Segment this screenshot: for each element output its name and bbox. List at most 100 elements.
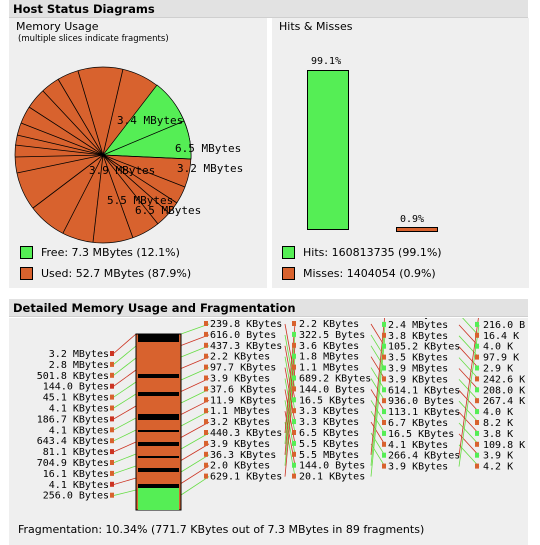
col3-label: 20.1 KBytes <box>299 472 365 483</box>
col3-marker <box>292 473 296 479</box>
col5-label: 267.4 K <box>483 396 525 407</box>
left-connector <box>112 429 137 442</box>
col5-connector <box>458 422 480 446</box>
col2-label: 440.3 KBytes <box>210 428 282 439</box>
col2-marker <box>204 430 208 435</box>
col5-label: 3.9 K <box>483 451 513 462</box>
col4-marker <box>382 409 386 415</box>
col4-connector <box>370 334 386 358</box>
col5-marker <box>475 343 479 349</box>
left-marker <box>110 460 114 465</box>
col4-label: 614.1 KBytes <box>388 385 460 396</box>
col3-marker <box>292 430 296 435</box>
col5-label: 208.0 K <box>483 385 525 396</box>
col5-marker <box>475 409 479 415</box>
col2-label: 11.9 KBytes <box>210 395 276 406</box>
col4-connector <box>370 345 386 369</box>
col4-marker <box>382 441 386 447</box>
col5-marker <box>475 420 479 425</box>
col3-label: 3.3 KBytes <box>299 417 359 428</box>
col2-label: 3.9 KBytes <box>210 374 270 385</box>
memory-bar-block <box>138 468 179 472</box>
col4-label: 16.5 KBytes <box>388 429 454 440</box>
left-marker <box>110 351 114 356</box>
col4-connector <box>370 323 386 347</box>
col2-connector <box>180 367 210 381</box>
memory-bar-block <box>138 342 179 374</box>
left-connector <box>112 465 137 475</box>
left-label: 2.8 MBytes <box>49 360 109 371</box>
left-marker <box>110 383 114 389</box>
col2-label: 3.2 KBytes <box>210 417 270 428</box>
left-label: 643.4 KBytes <box>37 436 109 447</box>
hits-bar <box>307 70 349 230</box>
left-label: 186.7 KBytes <box>37 414 109 425</box>
left-connector <box>112 453 137 464</box>
col2-label: 437.3 KBytes <box>210 341 282 352</box>
memory-bar-block <box>138 442 179 446</box>
col5-marker <box>475 365 479 371</box>
pie-label-6: 6.5 MBytes <box>135 204 201 217</box>
col3-marker <box>292 440 296 446</box>
col5-label: 3.8 K <box>483 429 513 440</box>
col2-marker <box>204 419 208 425</box>
memory-bar-block <box>138 396 179 414</box>
col3-label: 1.8 MBytes <box>299 352 359 363</box>
col5-label: 36.3 K <box>483 318 519 320</box>
col2-marker <box>204 462 208 468</box>
col3-marker <box>292 462 296 468</box>
col4-label: 6.7 KBytes <box>388 418 448 429</box>
col5-marker <box>475 354 479 360</box>
col5-connector <box>458 390 480 413</box>
col2-connector <box>180 465 210 484</box>
host-status-title: Host Status Diagrams <box>9 0 528 18</box>
left-marker <box>110 394 114 400</box>
memory-bar-block <box>138 414 179 420</box>
memory-bar-block <box>138 456 179 458</box>
col2-marker <box>204 386 208 392</box>
pie-label-1: 3.4 MBytes <box>117 114 183 127</box>
left-connector <box>112 405 137 420</box>
col2-marker <box>204 451 208 457</box>
col4-connector <box>370 367 386 391</box>
col2-marker <box>204 364 208 370</box>
col3-label: 2.2 KBytes <box>299 319 359 330</box>
memory-bar-block <box>138 446 179 456</box>
hits-misses-title: Hits & Misses <box>279 20 353 33</box>
memory-bar-block <box>138 484 179 488</box>
left-connector <box>112 345 137 366</box>
col5-connector <box>458 324 480 347</box>
col4-label: 113.1 KBytes <box>388 407 460 418</box>
col2-label: 2.2 KBytes <box>210 352 270 363</box>
col3-marker <box>292 419 296 425</box>
col5-connector <box>458 444 480 467</box>
col4-label: 936.0 Bytes <box>388 396 454 407</box>
col5-label: 4.2 K <box>483 462 513 473</box>
left-connector <box>112 369 137 388</box>
left-connector <box>112 441 137 453</box>
free-legend-swatch <box>20 246 33 259</box>
detail-panel: 3.2 MBytes 2.8 MBytes 501.8 KBytes 144.0 By… <box>9 318 528 545</box>
col5-label: 4.0 K <box>483 407 513 418</box>
left-marker <box>110 372 114 378</box>
col2-marker <box>204 321 208 326</box>
left-marker <box>110 438 114 444</box>
col4-marker <box>382 365 386 371</box>
hits-bar-label: 99.1% <box>311 56 342 67</box>
col4-label: 2.4 MBytes <box>388 320 448 331</box>
pie-label-5: 5.5 MBytes <box>107 194 173 207</box>
col2-marker <box>204 353 208 359</box>
hits-misses-panel: Hits & Misses 99.1% 0.9% Hits: 160813735… <box>272 18 529 288</box>
left-connector <box>112 477 137 486</box>
misses-bar <box>396 227 438 232</box>
col2-label: 616.0 Bytes <box>210 330 276 341</box>
col4-marker <box>382 463 386 469</box>
col5-marker <box>475 398 479 404</box>
col5-marker <box>475 452 479 458</box>
col5-label: 4.0 K <box>483 342 513 353</box>
pie-label-3: 3.2 MBytes <box>177 162 243 175</box>
col5-label: 216.0 B <box>483 320 525 331</box>
col3-marker <box>292 375 296 381</box>
col2-connector <box>180 421 210 438</box>
col3-label: 1.1 MBytes <box>299 363 359 374</box>
